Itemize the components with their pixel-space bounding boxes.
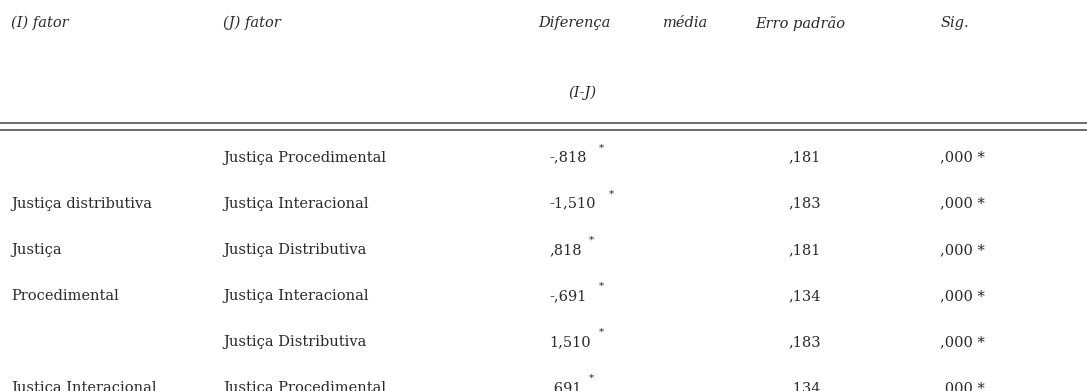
Text: ,134: ,134 [788,381,821,391]
Text: 1,510: 1,510 [549,335,590,349]
Text: -,818: -,818 [549,151,586,165]
Text: Justiça: Justiça [11,243,62,257]
Text: *: * [609,190,614,199]
Text: Justiça Interacional: Justiça Interacional [11,381,157,391]
Text: ,691: ,691 [549,381,582,391]
Text: ,181: ,181 [788,243,821,257]
Text: (I-J): (I-J) [569,86,597,100]
Text: (J) fator: (J) fator [223,16,280,30]
Text: Diferença: Diferença [538,16,611,30]
Text: ,183: ,183 [788,197,821,211]
Text: Justiça Procedimental: Justiça Procedimental [223,151,386,165]
Text: Justiça Distributiva: Justiça Distributiva [223,335,366,349]
Text: -1,510: -1,510 [549,197,596,211]
Text: ,000 *: ,000 * [940,151,985,165]
Text: *: * [589,374,595,383]
Text: *: * [599,282,604,291]
Text: ,000 *: ,000 * [940,289,985,303]
Text: ,000 *: ,000 * [940,197,985,211]
Text: Justiça Interacional: Justiça Interacional [223,289,368,303]
Text: ,000 *: ,000 * [940,381,985,391]
Text: Erro padrão: Erro padrão [755,16,846,30]
Text: *: * [589,236,595,245]
Text: Justiça Procedimental: Justiça Procedimental [223,381,386,391]
Text: ,000 *: ,000 * [940,243,985,257]
Text: Procedimental: Procedimental [11,289,118,303]
Text: Sig.: Sig. [940,16,969,30]
Text: média: média [663,16,709,30]
Text: Justiça Interacional: Justiça Interacional [223,197,368,211]
Text: ,181: ,181 [788,151,821,165]
Text: ,183: ,183 [788,335,821,349]
Text: ,000 *: ,000 * [940,335,985,349]
Text: Justiça distributiva: Justiça distributiva [11,197,152,211]
Text: (I) fator: (I) fator [11,16,68,30]
Text: *: * [599,143,604,152]
Text: -,691: -,691 [549,289,586,303]
Text: ,134: ,134 [788,289,821,303]
Text: *: * [599,328,604,337]
Text: ,818: ,818 [549,243,582,257]
Text: Justiça Distributiva: Justiça Distributiva [223,243,366,257]
